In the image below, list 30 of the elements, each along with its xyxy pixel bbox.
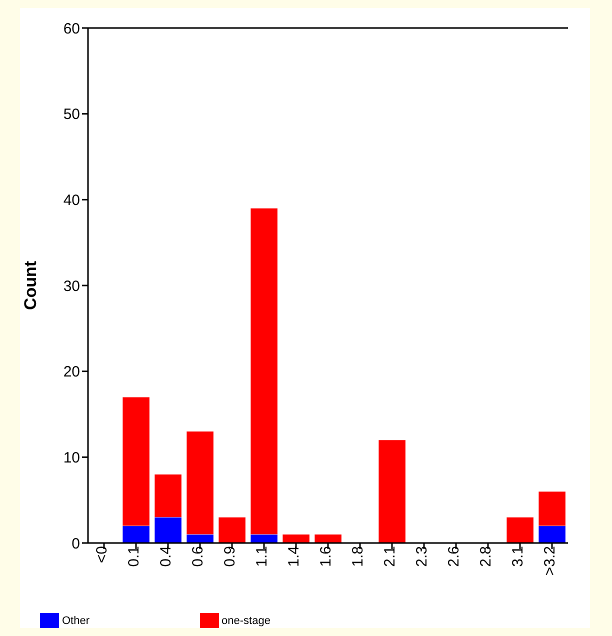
x-tick-label: 2.8 — [478, 546, 495, 567]
y-tick-label: 60 — [63, 20, 80, 38]
x-tick-label: 2.3 — [414, 546, 431, 567]
y-tick-label: 20 — [63, 364, 80, 381]
y-tick-label: 30 — [63, 278, 80, 295]
x-tick-label: 1.6 — [318, 546, 335, 567]
y-tick-label: 40 — [63, 192, 80, 209]
bar — [314, 534, 342, 543]
x-tick-label: 2.1 — [382, 546, 399, 567]
x-tick-label: 1.4 — [286, 546, 303, 567]
legend-label: one-stage — [222, 614, 270, 626]
y-axis-title: Count — [21, 260, 40, 310]
x-tick-label: 1.8 — [350, 546, 367, 567]
x-tick-label: 0.4 — [158, 546, 175, 567]
x-tick-label: <0 — [94, 546, 111, 564]
bar — [282, 534, 310, 543]
x-tick-label: 3.1 — [510, 546, 527, 567]
y-tick-label: 50 — [63, 106, 80, 124]
x-tick-label: >3.2 — [542, 546, 559, 576]
legend-label: Other — [62, 614, 90, 626]
x-tick-label: 0.1 — [126, 546, 143, 567]
bar — [378, 440, 406, 543]
x-tick-label: 0.6 — [190, 546, 207, 567]
x-tick-label: 2.6 — [446, 546, 463, 567]
bar — [506, 517, 534, 543]
bar — [218, 517, 246, 543]
x-tick-label: 1.1 — [254, 546, 271, 567]
y-tick-label: 0 — [72, 535, 80, 552]
y-tick-label: 10 — [63, 449, 80, 466]
x-tick-label: 0.9 — [222, 546, 239, 567]
